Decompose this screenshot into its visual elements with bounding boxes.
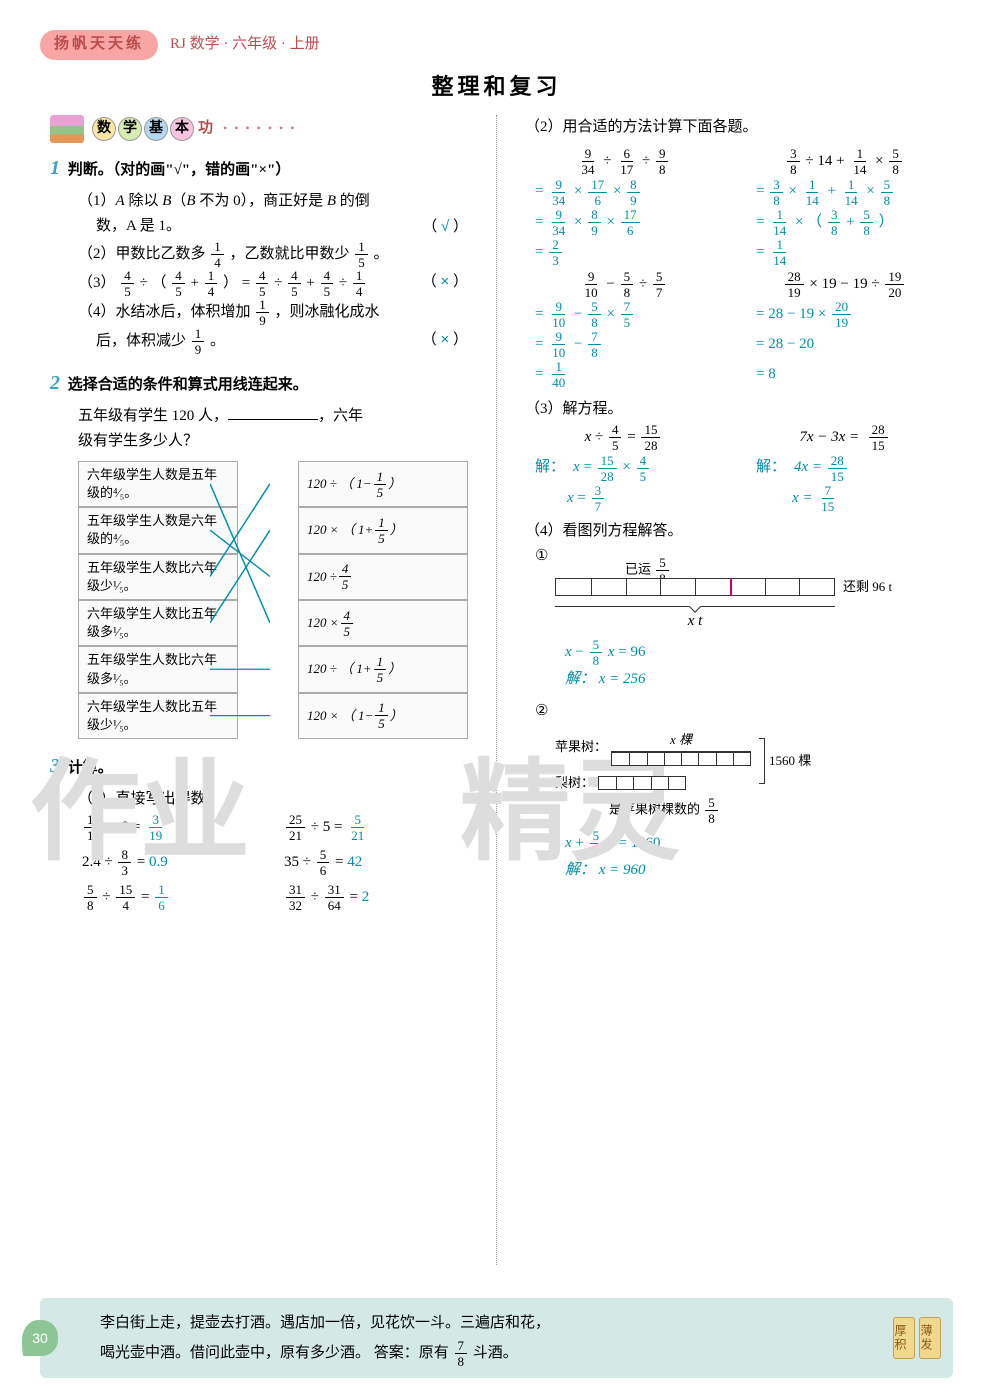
calc-block-row1: 934 ÷ 617 ÷ 98 = 934 × 176 × 89 = 934 × … <box>525 146 943 389</box>
badge-circle: 基 <box>144 117 168 141</box>
question-number: 3 <box>50 755 60 777</box>
q3-sub1: （1）直接写出得数。 <box>50 787 468 813</box>
problem-d: 2819 × 19 − 19 ÷ 1920 = 28 − 19 × 2019 =… <box>746 269 943 389</box>
badge-tail: 功 <box>198 116 213 142</box>
scroll-icon: 厚积 <box>893 1317 915 1359</box>
answer-mark: × <box>440 331 449 348</box>
page-root: 作业 精灵 扬帆天天练 RJ 数学 · 六年级 · 上册 整理和复习 数 学 基… <box>0 0 993 1400</box>
calc-grid: 1819 ÷ 6 = 319 2521 ÷ 5 = 521 2.4 ÷ 83 = 0… <box>50 813 468 912</box>
two-column-layout: 数 学 基 本 功 1 判断。（对的画"√"，错的画"×"） （1）A 除以 B… <box>40 115 953 1265</box>
scroll-icon: 薄发 <box>919 1317 941 1359</box>
series-badge: 扬帆天天练 <box>40 30 158 60</box>
section-badge: 数 学 基 本 功 <box>50 115 468 143</box>
calc-cell: 2521 ÷ 5 = 521 <box>284 813 468 842</box>
q1-item-2: （2）甲数比乙数多 14 ，乙数就比甲数少 15 。 <box>50 240 468 269</box>
underbrace: x t <box>555 606 835 635</box>
match-right: 120 × （ 1+15 ） <box>298 507 468 553</box>
q3-sub3: （3）解方程。 <box>525 397 943 423</box>
question-head: 计算。 <box>68 760 113 776</box>
footer-quote: 30 李白街上走，提壶去打酒。遇店加一倍，见花饮一斗。三遍店和花， 喝光壶中酒。… <box>40 1298 953 1378</box>
match-row: 五年级学生人数比六年级少¹⁄₅。 120 ÷ 45 <box>78 554 468 600</box>
match-right: 120 × 45 <box>298 600 468 646</box>
badge-circle: 数 <box>92 117 116 141</box>
question-head: 判断。（对的画"√"，错的画"×"） <box>68 162 291 178</box>
question-number: 2 <box>50 372 60 394</box>
diagram-1: ① 已运 58 还剩 96 t <box>525 544 943 693</box>
match-right: 120 × （ 1−15 ） <box>298 693 468 739</box>
bar-diagram <box>555 578 835 596</box>
question-2: 2 选择合适的条件和算式用线连起来。 <box>50 366 468 400</box>
equation-b: 7x − 3x = 2815 解：4x = 2815 x = 715 <box>746 422 943 512</box>
problem-b: 38 ÷ 14 + 114 × 58 = 38 × 114 + 114 × 58… <box>746 146 943 266</box>
match-right: 120 ÷ （ 1−15 ） <box>298 461 468 507</box>
diagram-2: ② 苹果树： x 棵 <box>525 699 943 884</box>
question-1: 1 判断。（对的画"√"，错的画"×"） <box>50 151 468 185</box>
question-head: 选择合适的条件和算式用线连起来。 <box>68 377 308 393</box>
question-number: 1 <box>50 157 60 179</box>
match-left: 六年级学生人数是五年级的⁴⁄₅。 <box>78 461 238 507</box>
match-right: 120 ÷ 45 <box>298 554 468 600</box>
question-3: 3 计算。 <box>50 749 468 783</box>
left-column: 数 学 基 本 功 1 判断。（对的画"√"，错的画"×"） （1）A 除以 B… <box>40 115 497 1265</box>
q1-item-4: （4）水结冰后，体积增加 19 ，则冰融化成水 <box>50 298 468 327</box>
q3-sub4: （4）看图列方程解答。 <box>525 519 943 545</box>
answer-mark: × <box>440 273 449 290</box>
calc-cell: 2.4 ÷ 83 = 0.9 <box>82 848 266 877</box>
q1-item-3: （3） 45 ÷ （ 45 + 14 ） = 45 ÷ 45 + 45 ÷ 14… <box>50 269 468 298</box>
answer-mark: √ <box>441 218 449 235</box>
page-number: 30 <box>22 1320 58 1356</box>
badge-circle: 学 <box>118 117 142 141</box>
problem-c: 910 − 58 ÷ 57 = 910 − 58 × 75 = 910 − 78… <box>525 269 722 389</box>
match-left: 六年级学生人数比五年级少¹⁄₅。 <box>78 693 238 739</box>
match-row: 六年级学生人数比五年级多¹⁄₅。 120 × 45 <box>78 600 468 646</box>
calc-cell: 35 ÷ 56 = 42 <box>284 848 468 877</box>
match-row: 六年级学生人数是五年级的⁴⁄₅。 120 ÷ （ 1−15 ） <box>78 461 468 507</box>
books-icon <box>50 115 84 143</box>
q1-item-1: （1）A 除以 B（B 不为 0），商正好是 B 的倒 <box>50 189 468 215</box>
calc-cell: 1819 ÷ 6 = 319 <box>82 813 266 842</box>
problem-a: 934 ÷ 617 ÷ 98 = 934 × 176 × 89 = 934 × … <box>525 146 722 266</box>
header-subject: RJ 数学 · 六年级 · 上册 <box>170 32 320 58</box>
right-column: （2）用合适的方法计算下面各题。 934 ÷ 617 ÷ 98 = 934 × … <box>497 115 953 1265</box>
q3-sub2: （2）用合适的方法计算下面各题。 <box>525 115 943 141</box>
equation-a: xx ÷ ÷ 45 = 1528 解：x = 1528 × 45 x = 37 <box>525 422 722 512</box>
match-left: 五年级学生人数是六年级的⁴⁄₅。 <box>78 507 238 553</box>
match-left: 五年级学生人数比六年级少¹⁄₅。 <box>78 554 238 600</box>
page-title: 整理和复习 <box>40 68 953 105</box>
match-left: 五年级学生人数比六年级多¹⁄₅。 <box>78 646 238 692</box>
dots-decoration <box>215 116 296 142</box>
bar-diagram <box>611 752 751 766</box>
scroll-decoration: 厚积 薄发 <box>893 1317 941 1359</box>
bar-diagram <box>598 776 686 790</box>
badge-circle: 本 <box>170 117 194 141</box>
match-left: 六年级学生人数比五年级多¹⁄₅。 <box>78 600 238 646</box>
calc-cell: 3132 ÷ 3164 = 2 <box>284 883 468 912</box>
match-row: 六年级学生人数比五年级少¹⁄₅。 120 × （ 1−15 ） <box>78 693 468 739</box>
page-header: 扬帆天天练 RJ 数学 · 六年级 · 上册 <box>40 30 953 60</box>
equation-row: xx ÷ ÷ 45 = 1528 解：x = 1528 × 45 x = 37 … <box>525 422 943 512</box>
match-right: 120 ÷ （ 1+15 ） <box>298 646 468 692</box>
match-row: 五年级学生人数比六年级多¹⁄₅。 120 ÷ （ 1+15 ） <box>78 646 468 692</box>
calc-cell: 58 ÷ 154 = 16 <box>82 883 266 912</box>
matching-area: 六年级学生人数是五年级的⁴⁄₅。120 ÷ （ 1−15 ）五年级学生人数是六年… <box>50 461 468 739</box>
match-row: 五年级学生人数是六年级的⁴⁄₅。 120 × （ 1+15 ） <box>78 507 468 553</box>
